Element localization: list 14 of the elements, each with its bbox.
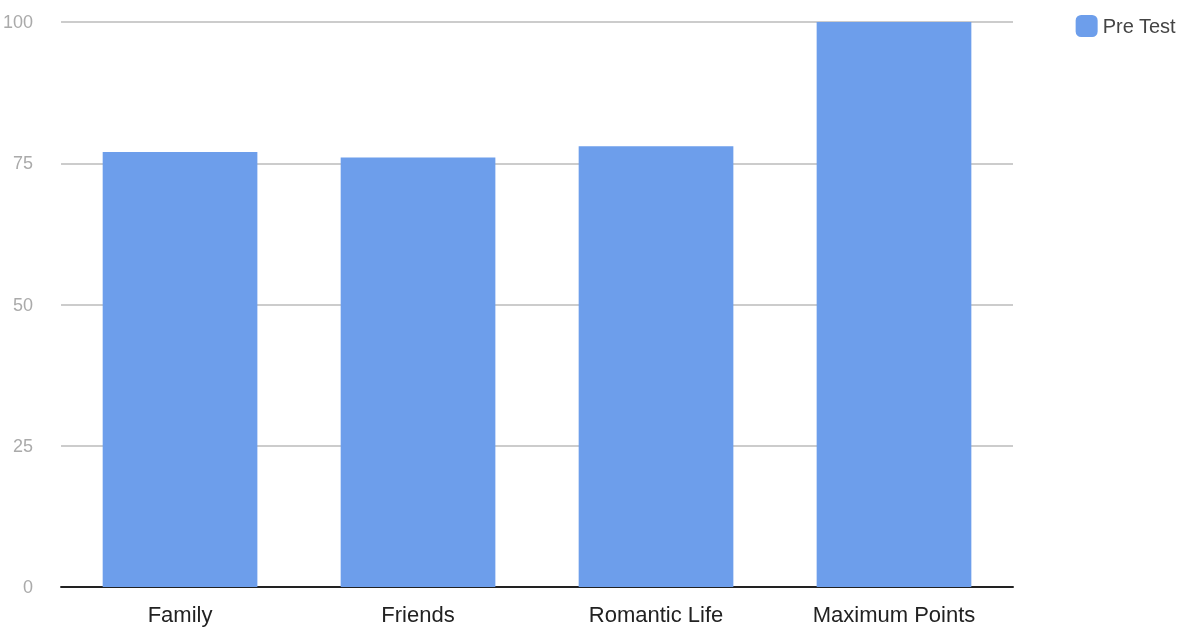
y-tick-label: 50 [13,294,34,315]
y-tick-label: 0 [23,577,34,597]
bar [102,151,258,587]
x-tick-label: Family [147,601,213,627]
x-tick-label: Friends [381,601,455,627]
legend-label: Pre Test [1102,15,1177,37]
bar [816,22,972,587]
x-tick-label: Maximum Points [812,601,976,627]
bar [578,146,734,587]
y-tick-label: 100 [2,12,34,32]
x-tick-label: Romantic Life [588,601,724,627]
y-tick-label: 75 [13,153,34,174]
bar [340,157,496,587]
y-tick-label: 25 [13,435,34,456]
